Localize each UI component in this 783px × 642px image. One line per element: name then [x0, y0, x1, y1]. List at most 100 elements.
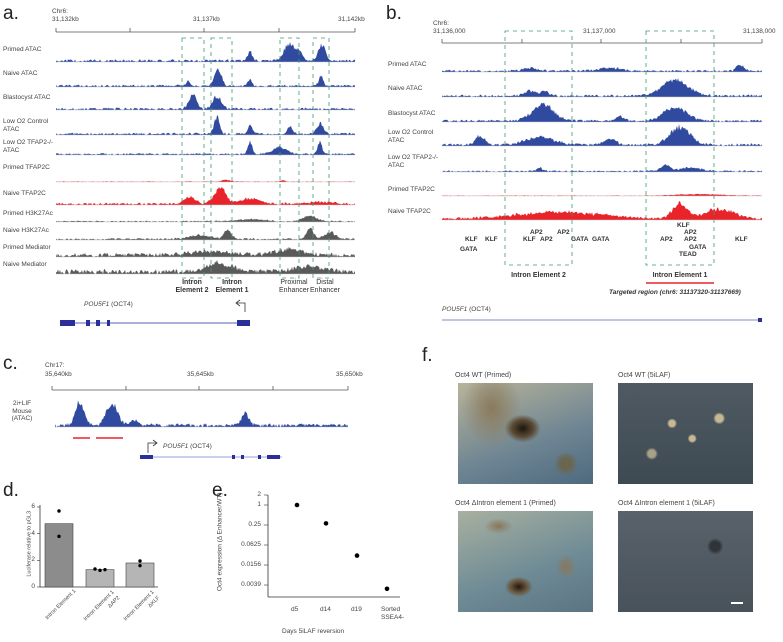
c-chrom: Chr17: [45, 362, 65, 369]
a-track-label: Primed Mediator [3, 244, 51, 251]
d-data-point [138, 563, 142, 568]
a-signal-track [56, 215, 355, 222]
c-gene-alias: (OCT4) [190, 443, 212, 450]
a-exon [107, 320, 110, 326]
d-data-point [57, 509, 61, 513]
motif-label: AP2 [540, 236, 553, 243]
c-track-label: 2i+LIF [12, 400, 32, 407]
b-signal-track [442, 64, 762, 72]
panel-e-label: e. [212, 480, 228, 501]
c-exon [140, 455, 153, 459]
a-signal-track [56, 68, 355, 87]
a-track-label: Naive H3K27Ac [3, 227, 49, 234]
motif-label: AP2 [557, 229, 570, 236]
d-bar [44, 523, 74, 588]
dashed-region-box [181, 37, 205, 279]
a-track-label: Blastocyst ATAC [3, 94, 51, 101]
panel-f-label: f. [422, 345, 433, 366]
e-x-tick-label: Sorted SSEA4- [381, 606, 405, 621]
b-gene-alias: (OCT4) [469, 306, 491, 313]
a-track-label: Naive Mediator [3, 261, 47, 268]
a-signal-track [56, 186, 355, 205]
b-track-label: Low O2 TFAP2-/- ATAC [388, 154, 439, 169]
a-chrom: Chr6: [52, 8, 68, 15]
motif-label: AP2 [530, 229, 543, 236]
c-track-label: Mouse [12, 407, 32, 415]
a-exon [96, 320, 100, 326]
e-y-tick-label: 0.0156 [241, 561, 261, 569]
a-track-label: Primed TFAP2C [3, 164, 50, 171]
d-y-tick-label: 4 [31, 529, 35, 537]
panel-c-label: c. [3, 353, 18, 374]
motif-label: GATA [689, 244, 707, 251]
b-region-label: Intron Element 2 [511, 272, 566, 279]
micrograph-deletion-5ilaf [618, 511, 753, 612]
micrograph-wt-5ilaf [618, 383, 753, 484]
tss-arrow-icon [235, 299, 246, 312]
b-exon [758, 318, 762, 322]
b-signal-track [442, 164, 762, 172]
a-signal-track [56, 94, 355, 110]
b-tick: 31,138,000 [743, 28, 776, 35]
motif-label: KLF [735, 236, 748, 243]
c-exon [232, 455, 235, 459]
a-track-label: Primed ATAC [3, 46, 42, 53]
scale-bar [731, 602, 743, 604]
e-data-point [323, 521, 329, 526]
motif-label: AP2 [684, 229, 697, 236]
b-signal-track [442, 193, 762, 196]
d-y-tick-label: 0 [31, 583, 35, 590]
b-signal-track [442, 78, 762, 97]
a-signal-track [56, 227, 355, 240]
b-tick: 31,136,000 [433, 28, 466, 35]
a-signal-track [56, 260, 355, 274]
a-region-label: Intron Element 1 [215, 279, 249, 294]
b-track-label: Blastocyst ATAC [388, 110, 436, 117]
b-signal-track [442, 124, 762, 146]
panel-b-label: b. [386, 3, 402, 24]
a-track-label: Primed H3K27Ac [3, 210, 53, 217]
d-data-point [138, 559, 142, 563]
a-gene-alias: (OCT4) [111, 301, 133, 308]
a-region-label: Intron Element 2 [175, 279, 209, 294]
e-x-tick-label: d14 [320, 606, 331, 613]
b-track-label: Primed TFAP2C [388, 186, 435, 193]
e-data-point [354, 553, 360, 558]
b-track-label: Primed ATAC [388, 61, 427, 68]
a-region-label: Distal Enhancer [310, 279, 340, 294]
dashed-region-box [279, 37, 300, 279]
a-tick: 31,142kb [338, 16, 365, 23]
motif-label: GATA [460, 246, 478, 253]
e-y-tick-label: 1 [257, 501, 261, 508]
b-track-label: Naive TFAP2C [388, 208, 431, 215]
d-data-point [98, 568, 102, 573]
a-track-label: Low O2 TFAP2-/- ATAC [3, 139, 54, 154]
d-data-point [93, 567, 97, 571]
c-exon [267, 455, 280, 459]
a-track-label: Naive TFAP2C [3, 190, 46, 197]
a-track-label: Low O2 Control ATAC [3, 118, 49, 133]
motif-label: TEAD [679, 251, 697, 258]
f-label: Oct4 ΔIntron element 1 (5iLAF) [618, 500, 715, 507]
b-track-label: Low O2 Control ATAC [388, 129, 434, 144]
c-exon [258, 455, 261, 459]
dashed-region-box [210, 37, 233, 279]
e-x-axis-label: Days 5iLAF reversion [282, 628, 345, 635]
c-exon [241, 455, 244, 459]
e-y-tick-label: 0.25 [248, 521, 261, 528]
panel-a-label: a. [3, 3, 19, 24]
f-label: Oct4 WT (5iLAF) [618, 372, 671, 379]
a-region-label: Proximal Enhancer [279, 279, 309, 294]
a-tick: 31,137kb [193, 16, 220, 23]
b-signal-track [442, 201, 762, 220]
motif-label: GATA [571, 236, 589, 243]
micrograph-deletion-primed [458, 511, 593, 612]
e-y-tick-label: 0.0625 [241, 541, 261, 548]
a-exon [86, 320, 90, 326]
c-signal-track [55, 400, 348, 427]
b-tick: 31,137,000 [583, 28, 616, 35]
b-gene-name: POU5F1 [442, 306, 468, 313]
dashed-region-box [645, 30, 715, 266]
b-track-label: Naive ATAC [388, 85, 423, 92]
